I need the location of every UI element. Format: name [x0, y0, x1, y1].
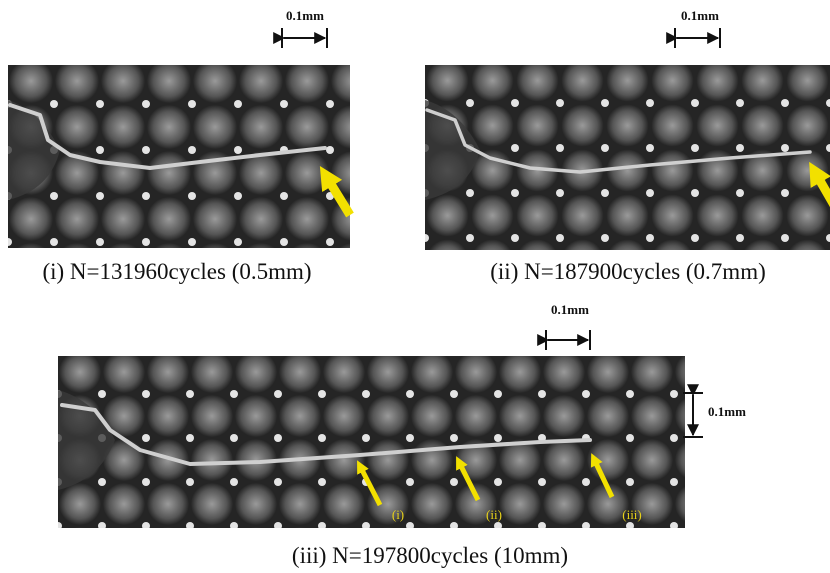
scale-label: 0.1mm	[286, 8, 324, 23]
scale-label: 0.1mm	[708, 404, 746, 419]
arrow-label: (i)	[392, 507, 404, 522]
micrograph	[58, 356, 685, 528]
scale-label: 0.1mm	[551, 302, 589, 317]
caption: (iii) N=197800cycles (10mm)	[292, 543, 568, 568]
panel-2: 0.1mm (ii) N=187900cycles (0.7mm)	[425, 8, 830, 284]
panel-1: 0.1mm (i) N=131960cycles (0.5mm)	[8, 8, 350, 284]
arrow-label: (iii)	[622, 507, 642, 522]
figure: 0.1mm (i) N=131960cycles (0.5mm) 0.1mm (…	[0, 0, 830, 573]
panel-3: (i) (ii) (iii) 0.1mm 0.1mm (iii) N=19780…	[58, 302, 746, 568]
micrograph	[8, 65, 350, 248]
scale-label: 0.1mm	[681, 8, 719, 23]
caption: (ii) N=187900cycles (0.7mm)	[490, 259, 766, 284]
arrow-label: (ii)	[486, 507, 502, 522]
caption: (i) N=131960cycles (0.5mm)	[42, 259, 311, 284]
